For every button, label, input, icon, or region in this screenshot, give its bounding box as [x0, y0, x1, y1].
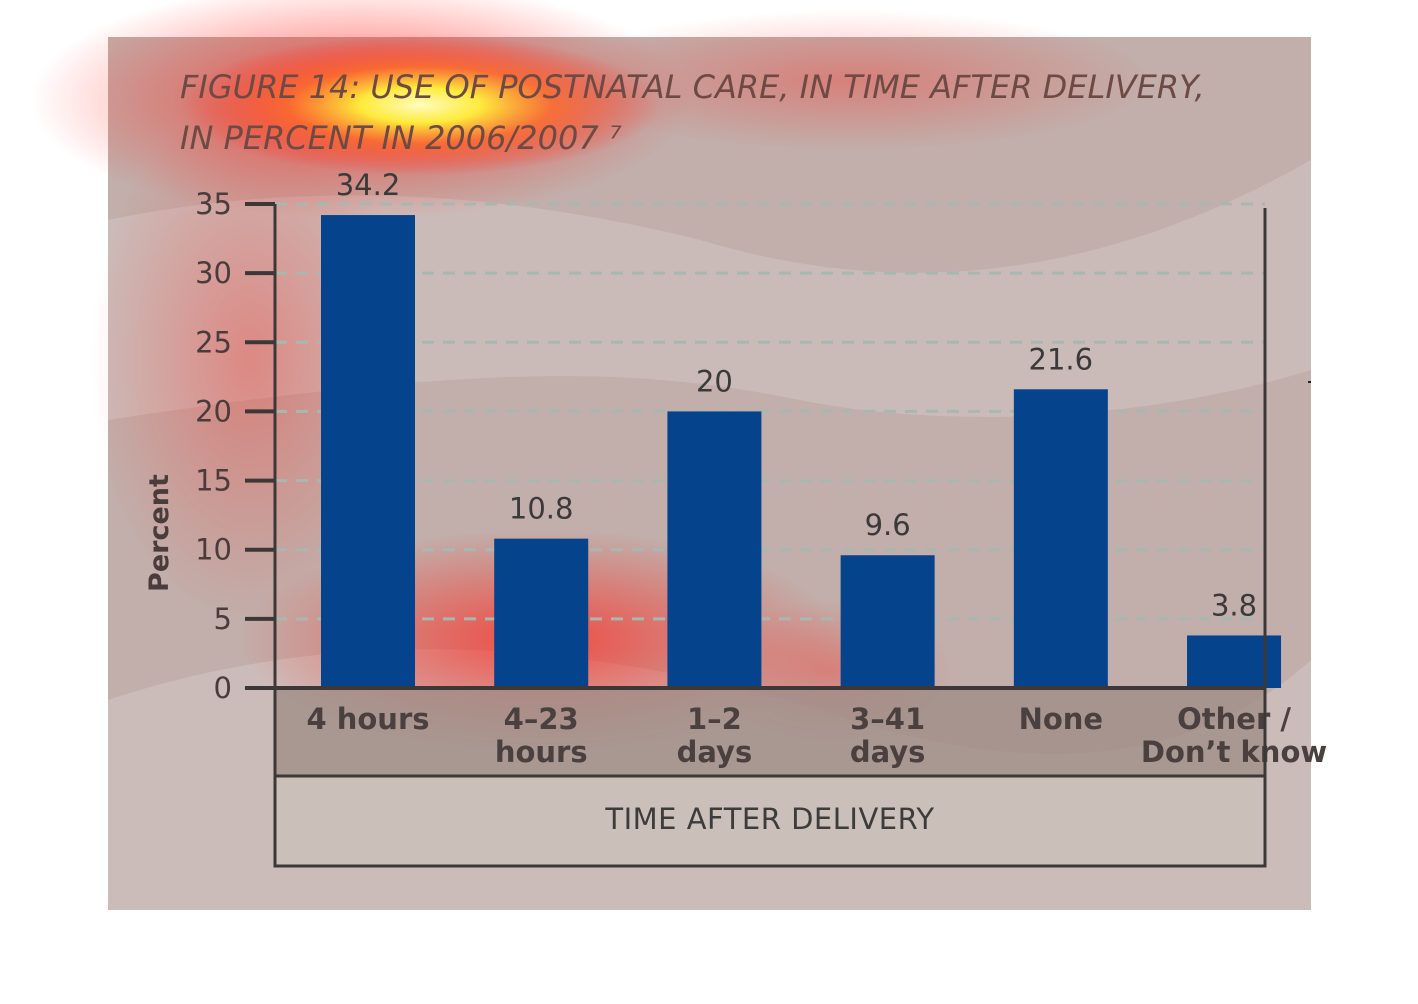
x-category-label: hours — [495, 735, 588, 769]
category-label-band — [275, 688, 1265, 776]
data-label: 34.2 — [336, 168, 401, 202]
data-label: 10.8 — [509, 492, 574, 526]
y-tick-label: 15 — [195, 464, 232, 498]
x-category-label: 3–41 — [850, 702, 925, 736]
x-category-label: Other / — [1177, 702, 1291, 736]
x-axis-title: TIME AFTER DELIVERY — [604, 802, 934, 836]
data-label: 21.6 — [1029, 342, 1094, 376]
bar — [1187, 635, 1282, 688]
x-category-label: 4 hours — [306, 702, 429, 736]
x-category-label: 1–2 — [687, 702, 742, 736]
y-tick-label: 20 — [195, 394, 232, 428]
x-category-label: days — [850, 735, 926, 769]
y-tick-label: 5 — [214, 602, 232, 636]
chart-subtitle: IN PERCENT IN 2006/2007 ⁷ — [180, 119, 622, 157]
bar — [667, 411, 762, 688]
value-labels: 34.2 10.8 20 9.6 21.6 3.8 — [336, 168, 1257, 622]
y-axis-ticks: 0 5 10 15 20 25 30 35 — [195, 187, 275, 705]
bar — [321, 215, 415, 688]
y-tick-label: 0 — [214, 671, 232, 705]
bar — [494, 538, 589, 688]
x-category-label: 4–23 — [504, 702, 579, 736]
y-axis-title: Percent — [144, 474, 175, 592]
y-tick-label: 35 — [195, 187, 232, 221]
chart-title: FIGURE 14: USE OF POSTNATAL CARE, IN TIM… — [180, 68, 1205, 106]
x-category-label: None — [1019, 702, 1104, 736]
bar — [1013, 389, 1108, 688]
y-tick-label: 30 — [195, 256, 232, 290]
bar — [840, 555, 935, 688]
data-label: 20 — [696, 364, 733, 398]
data-label: 3.8 — [1211, 588, 1257, 622]
x-category-label: Don’t know — [1141, 735, 1327, 769]
x-category-label: days — [677, 735, 753, 769]
y-tick-label: 25 — [195, 325, 232, 359]
y-tick-label: 10 — [195, 533, 232, 567]
data-label: 9.6 — [865, 508, 911, 542]
